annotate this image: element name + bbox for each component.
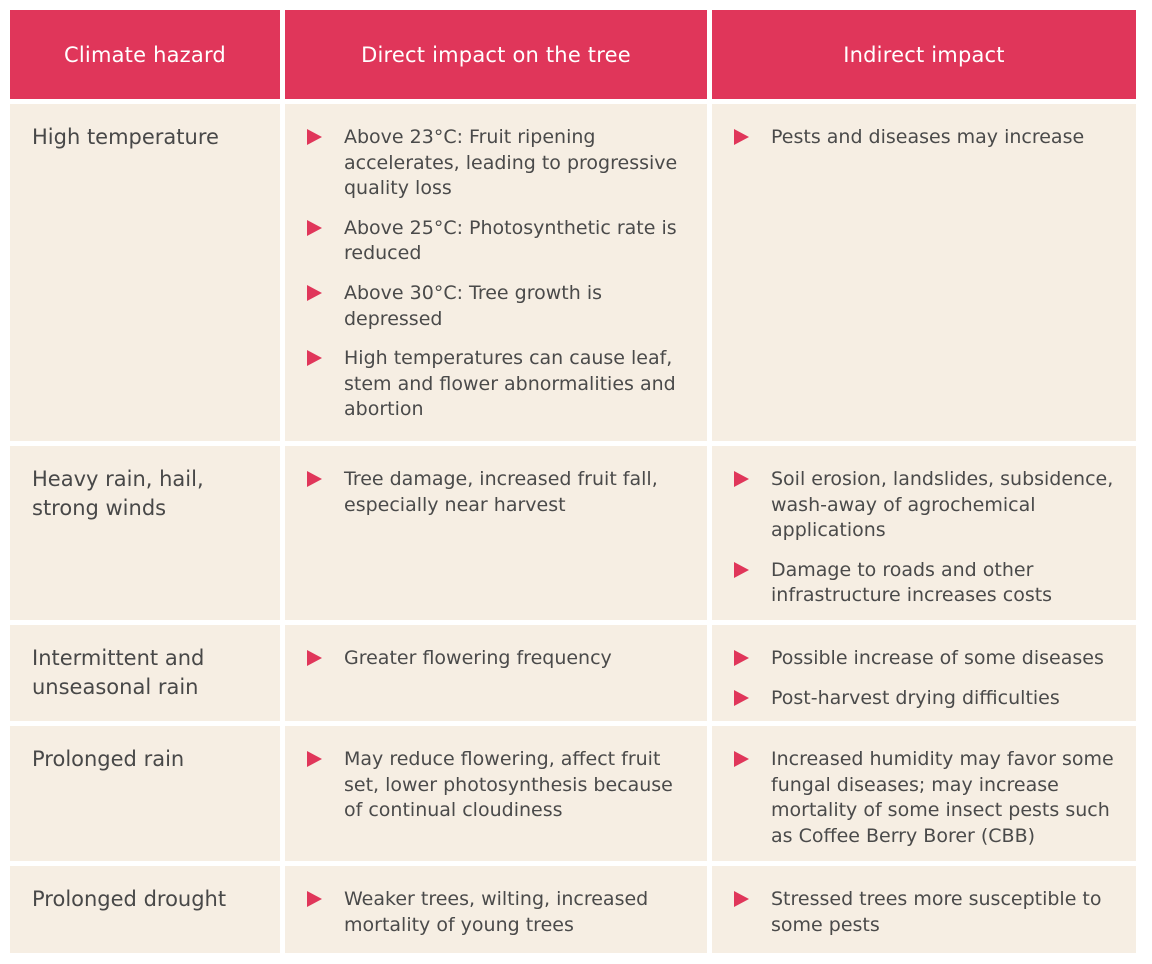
list-item: Stressed trees more susceptible to some … (734, 887, 1116, 938)
bullet-text: Greater flowering frequency (344, 647, 612, 669)
bullet-arrow-icon (734, 650, 749, 666)
indirect-impact-cell: Soil erosion, landslides, subsidence, wa… (712, 446, 1136, 620)
indirect-impact-cell: Stressed trees more susceptible to some … (712, 866, 1136, 953)
bullet-text: Damage to roads and other infrastructure… (771, 558, 1053, 607)
direct-impact-cell: May reduce flowering, affect fruit set, … (285, 726, 707, 861)
bullet-text: Weaker trees, wilting, increased mortali… (344, 888, 649, 936)
direct-impact-list: Above 23°C: Fruit ripening accelerates, … (307, 125, 687, 423)
header-climate-hazard: Climate hazard (10, 10, 280, 99)
hazard-cell: Prolonged rain (10, 726, 280, 861)
direct-impact-cell: Greater flowering frequency (285, 625, 707, 721)
list-item: Increased humidity may favor some fungal… (734, 747, 1116, 849)
indirect-impact-list: Possible increase of some diseases Post-… (734, 646, 1116, 711)
bullet-text: Possible increase of some diseases (771, 647, 1104, 669)
bullet-arrow-icon (734, 471, 749, 487)
bullet-arrow-icon (307, 350, 322, 367)
bullet-arrow-icon (307, 284, 322, 301)
list-item: Tree damage, increased fruit fall, espec… (307, 467, 687, 518)
bullet-arrow-icon (734, 561, 749, 578)
list-item: Weaker trees, wilting, increased mortali… (307, 887, 687, 938)
bullet-text: High temperatures can cause leaf, stem a… (344, 347, 676, 421)
list-item: Pests and diseases may increase (734, 125, 1116, 151)
bullet-text: May reduce flowering, affect fruit set, … (344, 748, 673, 822)
list-item: Possible increase of some diseases (734, 646, 1116, 672)
indirect-impact-list: Increased humidity may favor some fungal… (734, 747, 1116, 849)
indirect-impact-list: Soil erosion, landslides, subsidence, wa… (734, 467, 1116, 609)
list-item: Post-harvest drying difficulties (734, 686, 1116, 712)
header-indirect-impact: Indirect impact (712, 10, 1136, 99)
header-direct-impact: Direct impact on the tree (285, 10, 707, 99)
direct-impact-list: Greater flowering frequency (307, 646, 687, 672)
bullet-arrow-icon (734, 751, 749, 767)
bullet-text: Soil erosion, landslides, subsidence, wa… (771, 468, 1114, 542)
bullet-text: Stressed trees more susceptible to some … (771, 888, 1102, 936)
list-item: Soil erosion, landslides, subsidence, wa… (734, 467, 1116, 544)
bullet-arrow-icon (307, 751, 322, 767)
bullet-arrow-icon (307, 129, 322, 145)
bullet-text: Above 25°C: Photosynthetic rate is reduc… (344, 216, 677, 265)
direct-impact-cell: Above 23°C: Fruit ripening accelerates, … (285, 104, 707, 441)
indirect-impact-cell: Possible increase of some diseases Post-… (712, 625, 1136, 721)
bullet-text: Pests and diseases may increase (771, 126, 1085, 148)
bullet-arrow-icon (307, 650, 322, 666)
direct-impact-list: Weaker trees, wilting, increased mortali… (307, 887, 687, 938)
direct-impact-cell: Weaker trees, wilting, increased mortali… (285, 866, 707, 953)
climate-impact-table: Climate hazard Direct impact on the tree… (10, 10, 1136, 953)
list-item: Greater flowering frequency (307, 646, 687, 672)
hazard-cell: High temperature (10, 104, 280, 441)
hazard-cell: Intermittent and unseasonal rain (10, 625, 280, 721)
hazard-cell: Prolonged drought (10, 866, 280, 953)
list-item: High temperatures can cause leaf, stem a… (307, 346, 687, 423)
bullet-arrow-icon (734, 689, 749, 706)
hazard-cell: Heavy rain, hail, strong winds (10, 446, 280, 620)
bullet-text: Tree damage, increased fruit fall, espec… (344, 468, 658, 516)
bullet-text: Above 23°C: Fruit ripening accelerates, … (344, 126, 678, 200)
indirect-impact-list: Pests and diseases may increase (734, 125, 1116, 151)
bullet-arrow-icon (307, 471, 322, 487)
list-item: May reduce flowering, affect fruit set, … (307, 747, 687, 824)
list-item: Above 25°C: Photosynthetic rate is reduc… (307, 216, 687, 267)
indirect-impact-cell: Increased humidity may favor some fungal… (712, 726, 1136, 861)
direct-impact-list: Tree damage, increased fruit fall, espec… (307, 467, 687, 518)
indirect-impact-list: Stressed trees more susceptible to some … (734, 887, 1116, 938)
list-item: Above 30°C: Tree growth is depressed (307, 281, 687, 332)
bullet-arrow-icon (734, 129, 749, 145)
bullet-arrow-icon (307, 219, 322, 236)
direct-impact-list: May reduce flowering, affect fruit set, … (307, 747, 687, 824)
bullet-text: Above 30°C: Tree growth is depressed (344, 281, 602, 330)
bullet-text: Post-harvest drying difficulties (771, 686, 1060, 709)
list-item: Above 23°C: Fruit ripening accelerates, … (307, 125, 687, 202)
indirect-impact-cell: Pests and diseases may increase (712, 104, 1136, 441)
bullet-text: Increased humidity may favor some fungal… (771, 748, 1114, 847)
bullet-arrow-icon (734, 891, 749, 907)
bullet-arrow-icon (307, 891, 322, 907)
direct-impact-cell: Tree damage, increased fruit fall, espec… (285, 446, 707, 620)
list-item: Damage to roads and other infrastructure… (734, 558, 1116, 609)
